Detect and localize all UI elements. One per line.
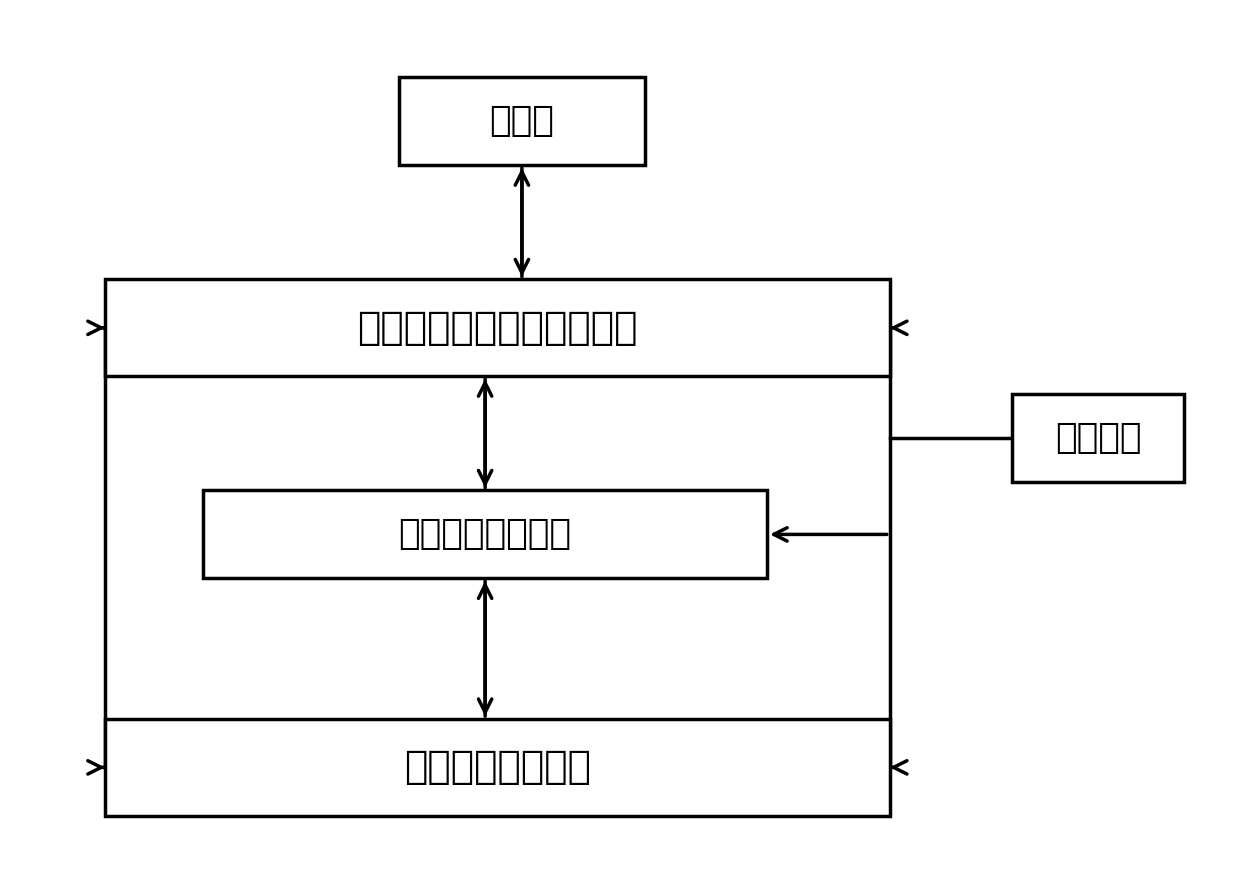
Text: 上位机: 上位机 xyxy=(490,104,554,138)
Bar xyxy=(105,280,890,376)
Text: 电源模块: 电源模块 xyxy=(1055,421,1142,455)
Text: 声学多普勒流速仪: 声学多普勒流速仪 xyxy=(404,748,591,787)
Text: 机械旋转驱动装置: 机械旋转驱动装置 xyxy=(398,517,572,551)
Bar xyxy=(399,78,645,165)
Text: 嵌入式控制及数据采集装置: 嵌入式控制及数据采集装置 xyxy=(357,309,637,346)
Bar xyxy=(203,490,768,579)
Bar xyxy=(105,719,890,815)
Bar xyxy=(1012,394,1184,481)
